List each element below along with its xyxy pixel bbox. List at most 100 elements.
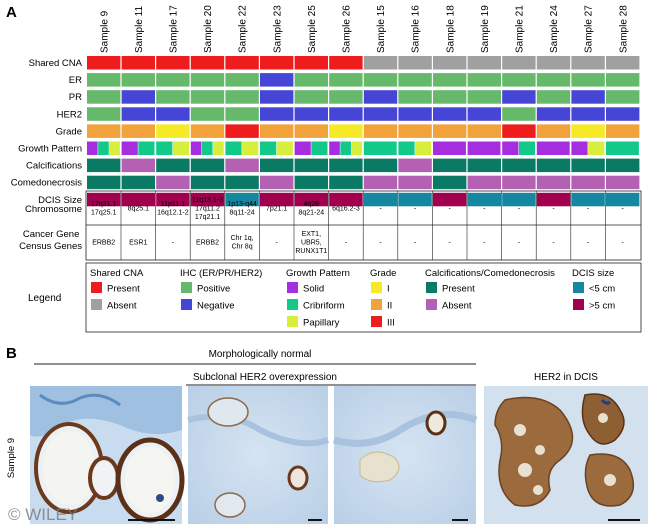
growth-cell-S: [329, 141, 340, 155]
heat-cell-cna: [467, 56, 501, 70]
heat-cell-dcis: [190, 192, 225, 207]
sample-header: Sample 11: [134, 5, 145, 53]
micrograph-2: [187, 386, 330, 524]
row-label-pr: PR: [69, 92, 82, 103]
row-label-er: ER: [69, 75, 82, 86]
cancer-gene-cell: -: [587, 239, 590, 246]
row-label-her2: HER2: [57, 109, 82, 120]
heat-cell-her2: [467, 107, 501, 121]
cancer-gene-row-label: Cancer Gene Census Genes: [19, 229, 82, 252]
heat-cell-pr: [536, 90, 571, 104]
legend-item-label: Negative: [197, 301, 235, 312]
legend-swatch: [426, 299, 437, 310]
heat-cell-calc: [260, 158, 294, 173]
heat-cell-cna: [225, 56, 259, 70]
legend-item-label: Absent: [442, 301, 472, 312]
chromosome-cell: 1p13-q44 8q11-24: [227, 201, 257, 217]
heat-cell-er: [571, 73, 605, 87]
row-labels: Shared CNA ER PR HER2 Grade Growth Pattern Cal…: [11, 58, 83, 206]
heat-cell-comedo: [536, 175, 571, 190]
growth-cell-C: [201, 141, 213, 155]
legend-swatch: [371, 316, 382, 327]
sample-header: Sample 18: [445, 5, 456, 53]
heat-cell-calc: [87, 158, 121, 173]
legend-item-label: >5 cm: [589, 301, 615, 312]
heat-cell-grade: [260, 124, 294, 138]
row-label-calc: Calcifications: [26, 161, 82, 172]
heat-cell-calc: [156, 158, 190, 173]
heat-cell-grade: [536, 124, 571, 138]
growth-cell-C: [260, 141, 277, 155]
legend-swatch: [181, 282, 192, 293]
row-label-comedo: Comedonecrosis: [11, 178, 83, 189]
heat-cell-er: [398, 73, 432, 87]
cancer-gene-cell: ERBB2: [196, 239, 219, 246]
cancer-gene-cell: ESR1: [129, 239, 147, 246]
heat-cell-pr: [225, 90, 259, 104]
heat-cell-grade: [156, 124, 190, 138]
heat-cell-cna: [156, 56, 190, 70]
growth-cell-S: [87, 141, 98, 155]
heat-cell-cna: [606, 56, 640, 70]
heat-cell-dcis: [294, 192, 328, 207]
heat-cell-pr: [398, 90, 432, 104]
heat-cell-comedo: [294, 175, 328, 190]
heat-cell-her2: [398, 107, 432, 121]
growth-cell-P: [109, 141, 120, 155]
heat-cell-pr: [156, 90, 190, 104]
cancer-gene-cell: -: [518, 239, 521, 246]
cancer-gene-cell: -: [172, 239, 175, 246]
row-label-cna: Shared CNA: [29, 58, 83, 69]
growth-cell-S: [467, 141, 501, 155]
growth-cell-S: [571, 141, 588, 155]
heat-cell-cna: [502, 56, 536, 70]
heat-cell-grade: [398, 124, 432, 138]
growth-cell-S: [502, 141, 519, 155]
heat-cell-grade: [329, 124, 363, 138]
heat-cell-calc: [225, 158, 259, 173]
sample-header: Sample 27: [584, 5, 595, 53]
row-label-dcis: DCIS Size: [38, 195, 82, 206]
heat-cell-her2: [329, 107, 363, 121]
legend-swatch: [426, 282, 437, 293]
heat-cell-grade: [294, 124, 328, 138]
heat-cell-comedo: [398, 175, 432, 190]
heat-cell-her2: [225, 107, 259, 121]
legend-item-label: Present: [442, 284, 475, 295]
micrograph-4: [484, 386, 648, 524]
heat-cell-cna: [294, 56, 328, 70]
growth-cell-P: [351, 141, 363, 155]
heat-cell-calc: [190, 158, 225, 173]
heat-cell-her2: [260, 107, 294, 121]
cancer-gene-cell: -: [379, 239, 382, 246]
heat-cell-calc: [606, 158, 640, 173]
cancer-gene-cell: -: [449, 239, 452, 246]
dcis-label: HER2 in DCIS: [534, 372, 598, 383]
heat-cell-grade: [502, 124, 536, 138]
legend-item-label: II: [387, 301, 392, 312]
sample-header: Sample 28: [618, 5, 629, 53]
legend-swatch: [181, 299, 192, 310]
sample-header: Sample 26: [342, 5, 353, 53]
chromosome-cell: -: [587, 205, 590, 212]
heat-cell-grade: [433, 124, 467, 138]
cancer-gene-cell: -: [276, 239, 279, 246]
heat-cell-pr: [87, 90, 121, 104]
heat-cell-dcis: [502, 192, 536, 207]
heat-cell-cna: [398, 56, 432, 70]
legend-item-label: Absent: [107, 301, 137, 312]
sample-header: Sample 9: [99, 10, 110, 53]
heat-cell-grade: [87, 124, 121, 138]
heat-cell-pr: [329, 90, 363, 104]
legend-group-title: Growth Pattern: [286, 268, 350, 279]
legend-item-label: I: [387, 284, 390, 295]
subclonal-label: Subclonal HER2 overexpression: [193, 372, 337, 383]
legend-swatch: [371, 282, 382, 293]
heatmap-grid: [87, 56, 640, 207]
heat-cell-dcis: [536, 192, 571, 207]
heat-cell-comedo: [190, 175, 225, 190]
growth-cell-C: [398, 141, 415, 155]
heat-cell-comedo: [225, 175, 259, 190]
cancer-gene-label-line2: Census Genes: [19, 241, 82, 252]
